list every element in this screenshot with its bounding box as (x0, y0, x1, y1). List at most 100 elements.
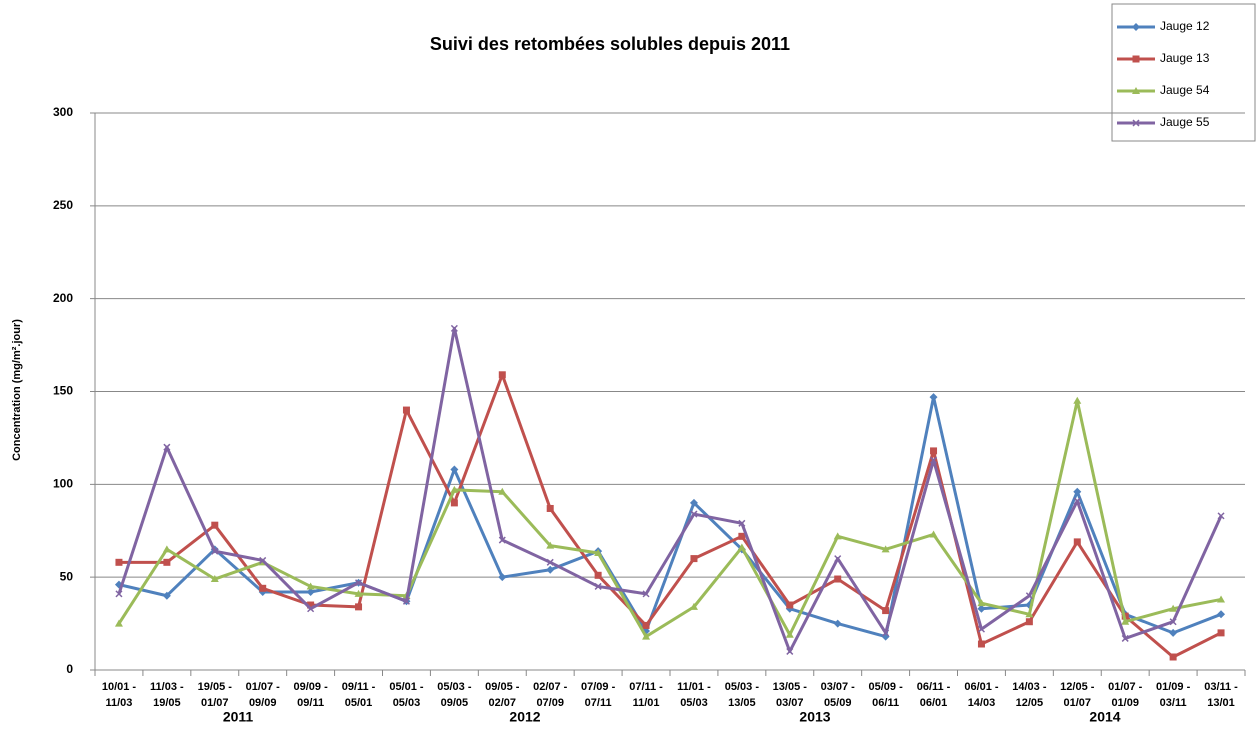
x-tick-label: 05/01 - 05/03 (389, 681, 424, 709)
series-line (118, 373, 1222, 659)
data-point (546, 558, 554, 566)
data-point (162, 591, 171, 600)
data-point (546, 565, 555, 574)
data-point (786, 647, 794, 655)
data-point (642, 632, 651, 640)
x-tick-label: 02/07 - 07/09 (533, 681, 568, 709)
data-point (402, 406, 410, 414)
data-point (498, 536, 506, 544)
x-tick-label: 10/01 - 11/03 (101, 681, 137, 709)
data-point (930, 447, 938, 455)
x-tick-label: 07/11 - 11/01 (629, 681, 663, 709)
data-point (163, 558, 171, 566)
x-tick-label: 03/11 - 13/01 (1204, 681, 1238, 709)
series-line (118, 395, 1222, 639)
data-point (833, 532, 842, 540)
data-point (307, 601, 315, 609)
x-tick-label: 01/07 - 09/09 (245, 681, 280, 709)
data-point (594, 571, 602, 579)
y-tick-label: 100 (53, 477, 73, 491)
legend-label: Jauge 12 (1160, 19, 1210, 33)
data-point (833, 619, 842, 628)
data-point (834, 575, 842, 583)
data-point (1169, 653, 1177, 661)
data-point (402, 597, 410, 605)
data-point (498, 371, 506, 379)
year-label: 2013 (799, 709, 830, 725)
data-point (786, 601, 794, 609)
data-point (881, 545, 890, 553)
series-line (117, 399, 1222, 639)
data-point (882, 607, 890, 615)
data-point (210, 575, 219, 583)
y-tick-label: 250 (53, 198, 73, 212)
data-point (690, 510, 698, 518)
x-tick-label: 01/07 - 01/09 (1108, 681, 1143, 709)
x-tick-label: 11/01 - 05/03 (677, 681, 711, 709)
data-point (594, 582, 602, 590)
data-point (929, 393, 938, 402)
data-point (114, 619, 123, 627)
x-tick-label: 09/11 - 05/01 (341, 681, 376, 709)
x-tick-label: 07/09 - 07/11 (581, 681, 616, 709)
x-tick-label: 05/09 - 06/11 (868, 681, 903, 709)
data-point (355, 579, 363, 587)
data-point (1169, 604, 1178, 612)
legend-marker (1132, 87, 1140, 94)
y-tick-label: 50 (60, 569, 74, 583)
x-tick-label: 12/05 - 01/07 (1060, 681, 1095, 709)
data-point (450, 499, 458, 507)
x-tick-label: 09/05 - 02/07 (485, 681, 520, 709)
data-point (546, 504, 554, 512)
year-label: 2012 (509, 709, 540, 725)
data-point (737, 543, 746, 551)
data-point (306, 582, 315, 590)
data-point (450, 324, 458, 332)
data-point (498, 573, 507, 582)
data-point (977, 604, 986, 613)
data-point (1073, 538, 1081, 546)
data-point (450, 465, 459, 474)
y-tick-label: 200 (53, 291, 73, 305)
data-point (689, 498, 698, 507)
data-point (1025, 610, 1034, 618)
legend-label: Jauge 13 (1160, 51, 1210, 65)
data-point (977, 625, 985, 633)
data-point (594, 549, 603, 557)
data-point (211, 521, 219, 529)
data-point (834, 555, 842, 563)
data-point (1217, 595, 1226, 603)
y-tick-label: 300 (53, 105, 73, 119)
data-point (115, 590, 123, 598)
y-axis-label: Concentration (mg/m².jour) (11, 319, 23, 461)
data-point (882, 629, 890, 637)
legend-marker (1132, 23, 1140, 31)
data-point (354, 589, 363, 597)
data-point (355, 603, 363, 611)
data-point (211, 547, 219, 555)
data-point (1169, 618, 1177, 626)
data-point (785, 630, 794, 638)
legend-label: Jauge 55 (1160, 115, 1210, 129)
x-tick-label: 19/05 - 01/07 (197, 681, 232, 709)
x-tick-label: 06/11 - 06/01 (916, 681, 951, 709)
data-point (306, 588, 315, 597)
data-point (1025, 618, 1033, 626)
year-label: 2011 (223, 709, 254, 725)
data-point (690, 555, 698, 563)
x-tick-label: 03/07 - 05/09 (820, 681, 855, 709)
data-point (929, 530, 938, 538)
data-point (642, 621, 650, 629)
legend-label: Jauge 54 (1160, 83, 1210, 97)
data-point (930, 456, 938, 464)
x-tick-label: 05/03 - 09/05 (437, 681, 472, 709)
data-point (163, 443, 171, 451)
data-point (977, 599, 986, 607)
legend-marker (1132, 119, 1140, 127)
data-point (738, 532, 746, 540)
legend-marker (1132, 55, 1140, 63)
data-point (450, 485, 459, 493)
data-point (1121, 634, 1129, 642)
